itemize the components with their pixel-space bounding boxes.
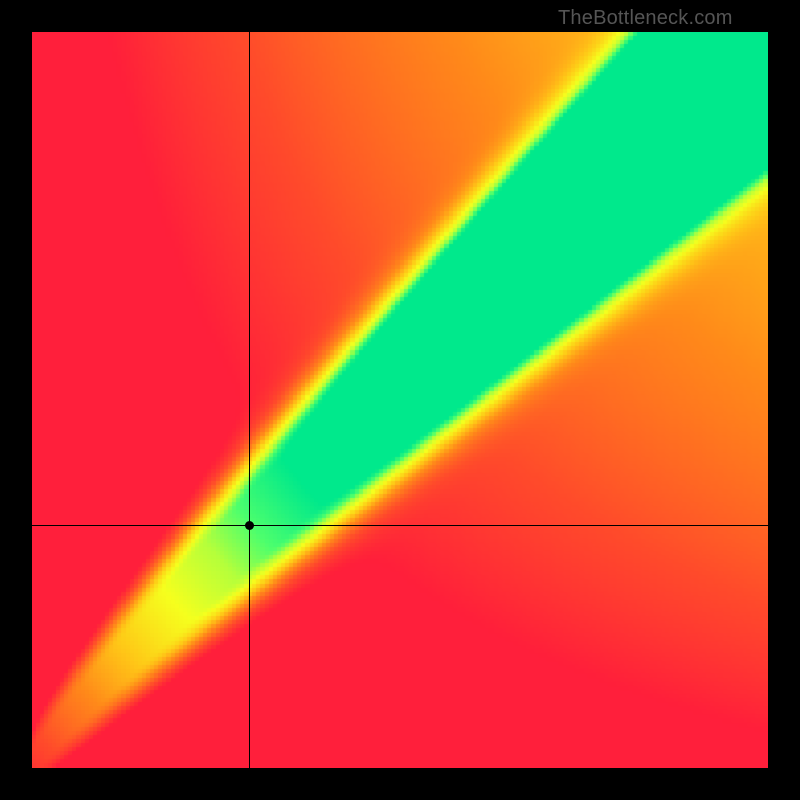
heatmap-canvas bbox=[32, 32, 768, 768]
crosshair-horizontal bbox=[32, 525, 768, 526]
plot-area bbox=[32, 32, 768, 768]
crosshair-vertical bbox=[249, 32, 250, 768]
data-point-marker bbox=[245, 521, 254, 530]
watermark-text: TheBottleneck.com bbox=[558, 7, 733, 30]
